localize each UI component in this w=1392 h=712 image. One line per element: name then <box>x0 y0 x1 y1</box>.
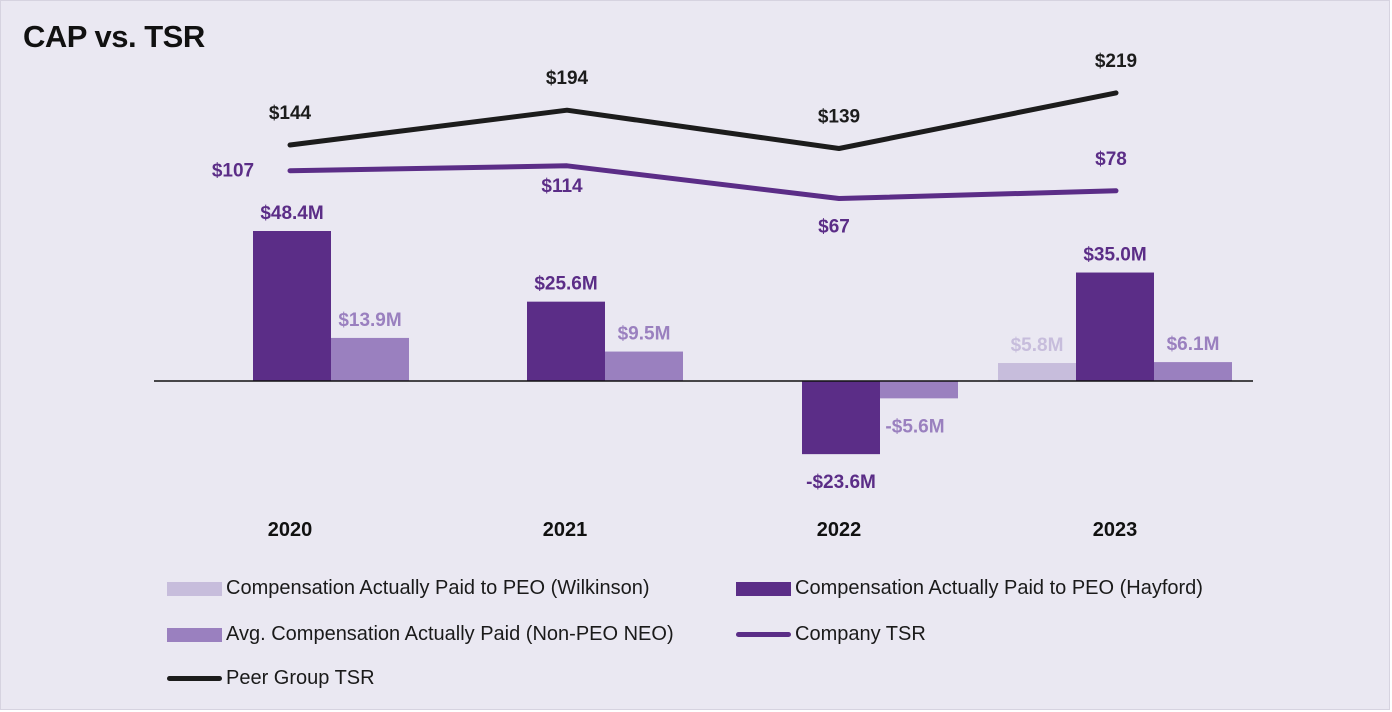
peer-tsr-line <box>287 90 1119 151</box>
data-label-neo-2021: $9.5M <box>618 324 671 345</box>
data-label-neo-2022: -$5.6M <box>885 416 944 437</box>
x-tick-2023: 2023 <box>1093 519 1138 541</box>
legend-swatch-hayford <box>736 581 791 596</box>
x-tick-2021: 2021 <box>543 519 588 541</box>
bar-hayford-2022 <box>802 381 880 455</box>
legend-swatch-company_tsr <box>736 632 791 637</box>
bar-wilkinson-2023 <box>998 363 1076 381</box>
peer-tsr-label-2023: $219 <box>1095 51 1137 72</box>
company-tsr-label-2021: $114 <box>541 176 583 197</box>
legend-item-hayford: Compensation Actually Paid to PEO (Hayfo… <box>736 577 1203 600</box>
company-tsr-label-2023: $78 <box>1095 149 1127 170</box>
data-label-hayford-2020: $48.4M <box>260 203 323 224</box>
bar-hayford-2021 <box>527 301 605 381</box>
legend-label: Avg. Compensation Actually Paid (Non-PEO… <box>226 623 674 645</box>
data-label-hayford-2023: $35.0M <box>1083 245 1146 266</box>
data-label-wilkinson-2023: $5.8M <box>1011 335 1064 356</box>
chart-title: CAP vs. TSR <box>23 19 205 54</box>
bar-neo-2020 <box>331 337 409 381</box>
legend-label: Compensation Actually Paid to PEO (Wilki… <box>226 577 650 599</box>
x-tick-2020: 2020 <box>268 519 313 541</box>
legend-label: Peer Group TSR <box>226 667 375 689</box>
data-label-neo-2020: $13.9M <box>338 310 401 331</box>
peer-tsr-label-2022: $139 <box>818 106 860 127</box>
legend-item-peer_tsr: Peer Group TSR <box>167 667 375 690</box>
legend-swatch-wilkinson <box>167 581 222 596</box>
bar-neo-2022 <box>880 381 958 399</box>
data-label-neo-2023: $6.1M <box>1167 334 1220 355</box>
legend-swatch-neo <box>167 627 222 642</box>
legend-label: Compensation Actually Paid to PEO (Hayfo… <box>795 577 1203 599</box>
peer-tsr-label-2020: $144 <box>269 103 312 124</box>
bar-neo-2021 <box>605 351 683 381</box>
bar-hayford-2020 <box>253 231 331 381</box>
cap-vs-tsr-chart: $48.4M $13.9M 2020 $25.6M $9.5M 2021 -$23.6M -$… <box>154 51 1253 541</box>
bar-hayford-2023 <box>1076 272 1154 381</box>
legend-label: Company TSR <box>795 623 926 645</box>
peer-tsr-label-2021: $194 <box>546 68 589 89</box>
company-tsr-line <box>287 163 1119 201</box>
data-label-hayford-2021: $25.6M <box>534 274 597 295</box>
legend-item-company_tsr: Company TSR <box>736 623 926 646</box>
bar-neo-2023 <box>1154 362 1232 381</box>
legend-item-wilkinson: Compensation Actually Paid to PEO (Wilki… <box>167 577 650 600</box>
legend-swatch-peer_tsr <box>167 676 222 681</box>
company-tsr-label-2022: $67 <box>818 216 850 237</box>
data-label-hayford-2022: -$23.6M <box>806 472 876 493</box>
x-tick-2022: 2022 <box>817 519 862 541</box>
company-tsr-label-2020: $107 <box>212 161 254 182</box>
legend-item-neo: Avg. Compensation Actually Paid (Non-PEO… <box>167 623 674 646</box>
